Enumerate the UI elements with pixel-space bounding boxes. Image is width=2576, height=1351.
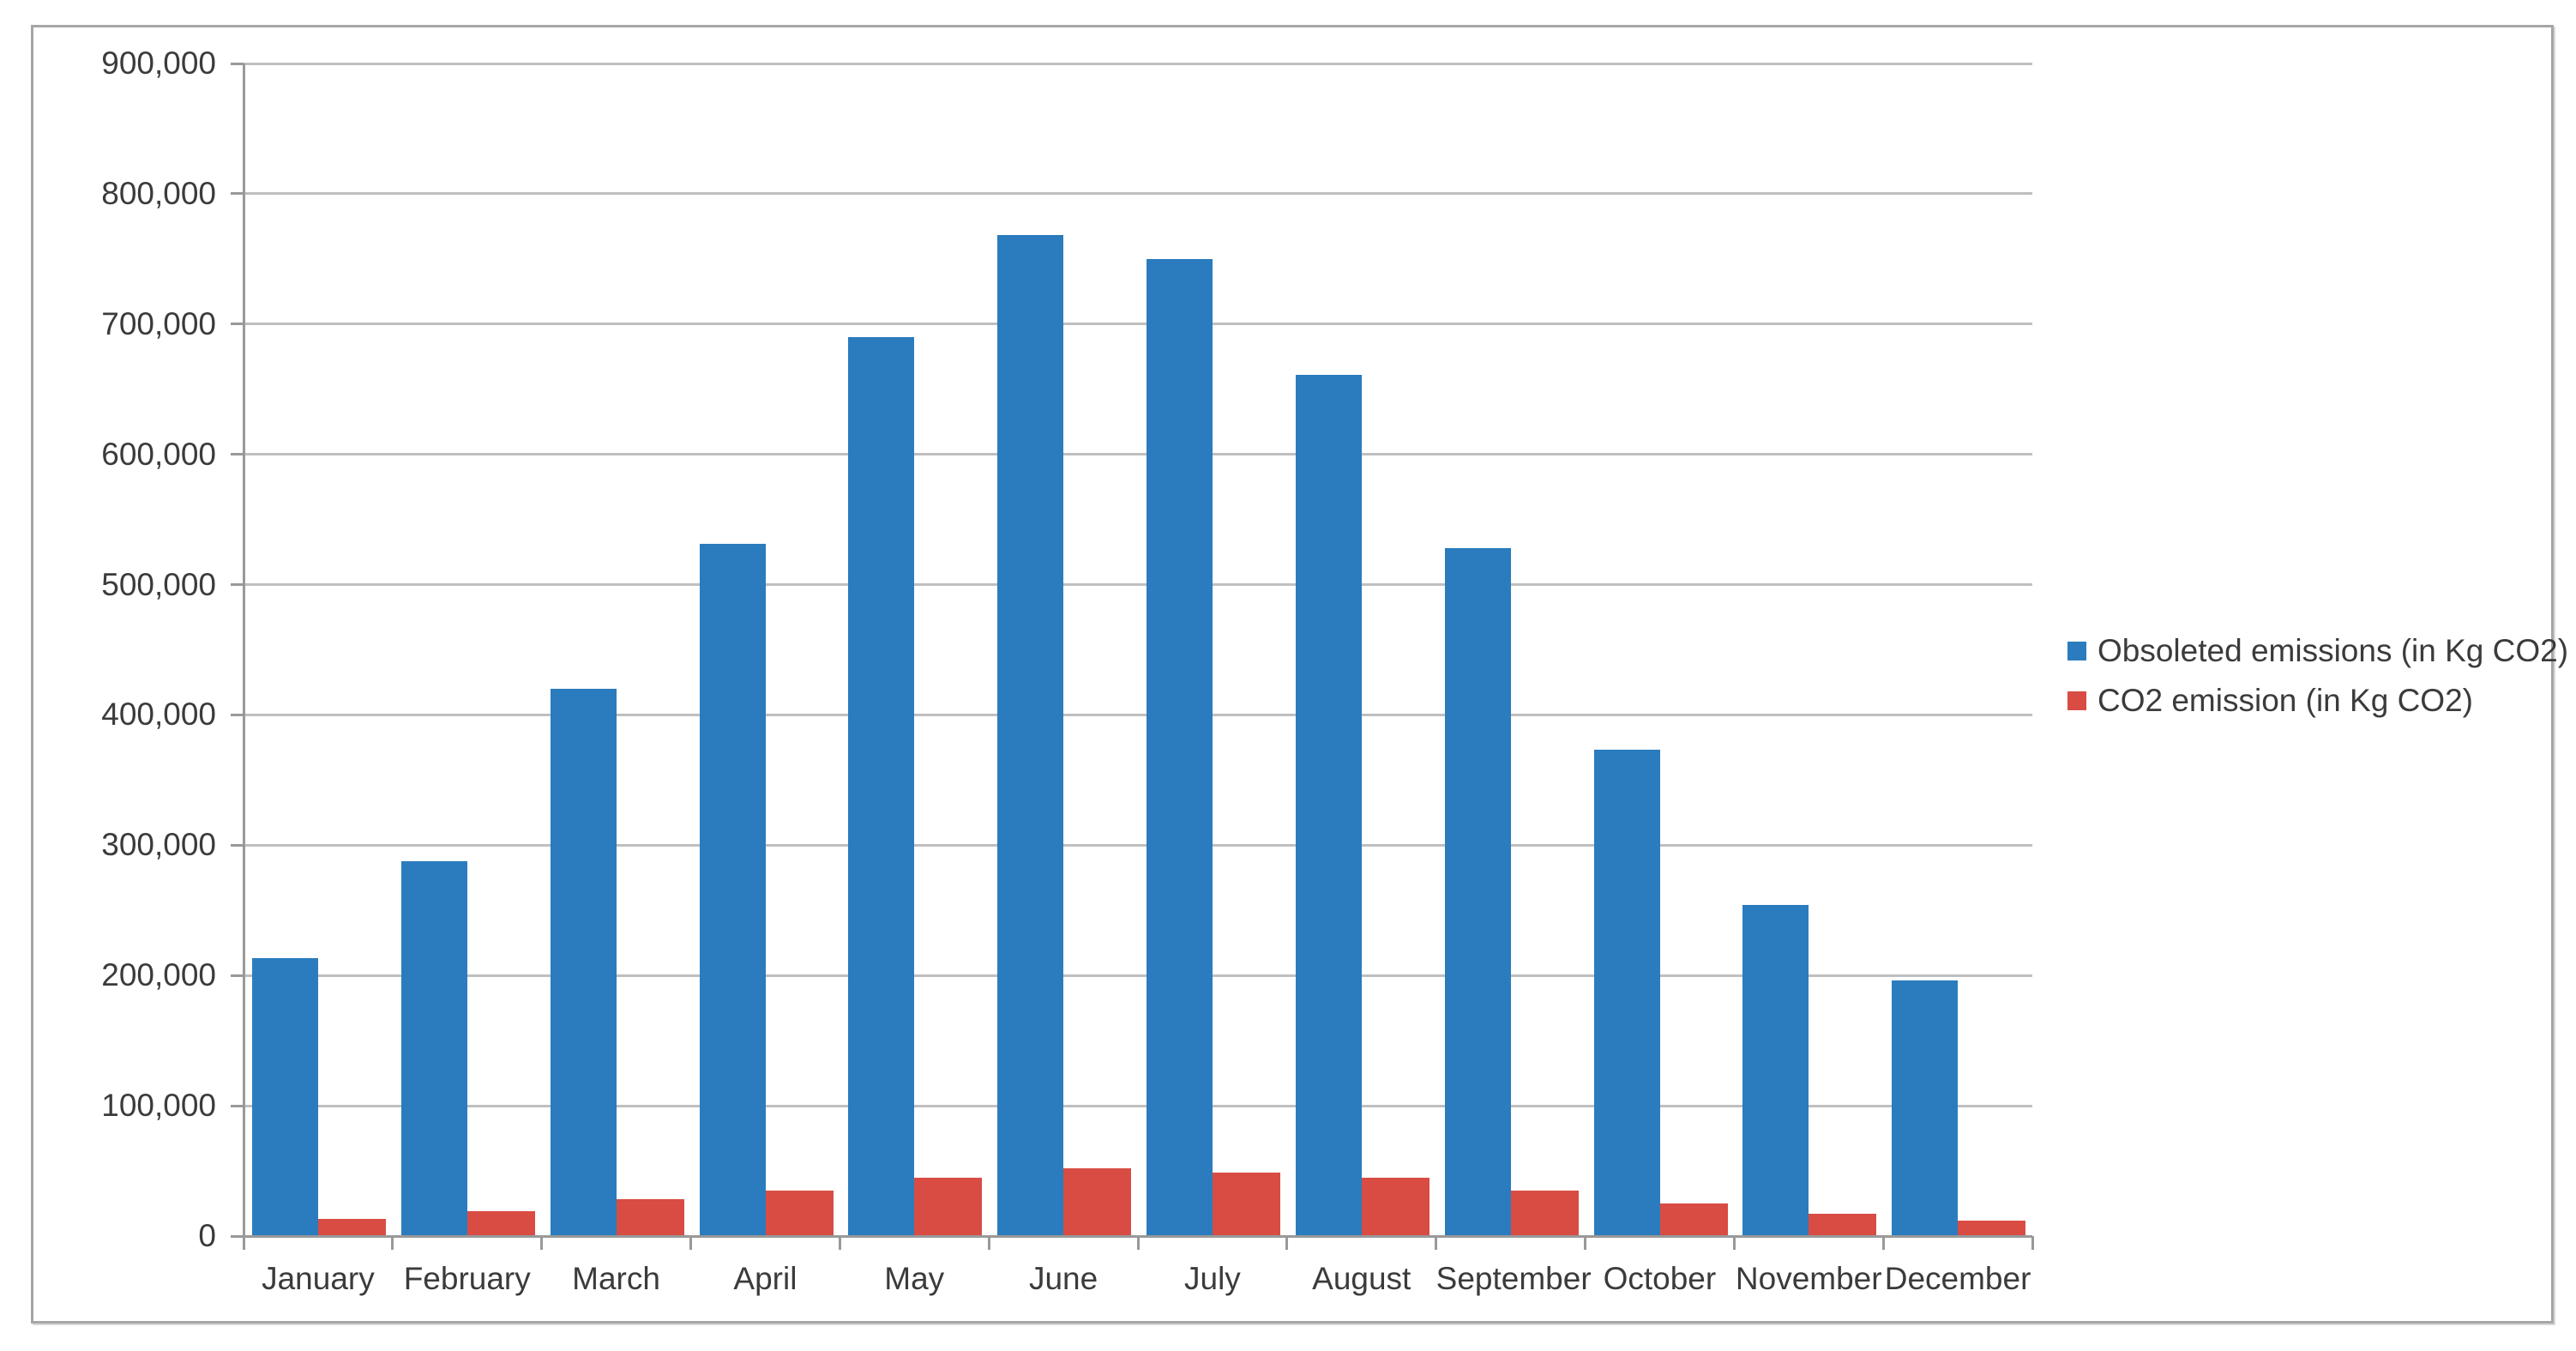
bar-co2-emission-january bbox=[318, 1219, 386, 1236]
x-axis-label-january: January bbox=[262, 1261, 375, 1296]
x-axis-label-march: March bbox=[572, 1261, 660, 1296]
x-axis-label-april: April bbox=[733, 1261, 797, 1296]
x-axis-label-december: December bbox=[1884, 1261, 2031, 1296]
bar-co2-emission-december bbox=[1958, 1220, 2026, 1236]
x-axis-tick bbox=[2031, 1236, 2034, 1250]
x-axis-label-february: February bbox=[403, 1261, 531, 1296]
y-tick-label-100000: 100,000 bbox=[101, 1088, 216, 1124]
bar-co2-emission-february bbox=[466, 1211, 535, 1236]
bar-co2-emission-august bbox=[1361, 1177, 1429, 1236]
gridline-400000 bbox=[244, 713, 2032, 716]
x-axis-tick bbox=[689, 1236, 692, 1250]
y-axis-tick-300000 bbox=[231, 843, 244, 847]
legend-label-co2-emission: CO2 emission (in Kg CO2) bbox=[2098, 683, 2473, 718]
y-axis-line bbox=[242, 63, 245, 1250]
y-tick-label-500000: 500,000 bbox=[101, 566, 216, 602]
bar-co2-emission-march bbox=[616, 1199, 684, 1236]
x-axis-line bbox=[244, 1234, 2032, 1238]
gridline-500000 bbox=[244, 583, 2032, 587]
bar-obsoleted-emissions-august bbox=[1295, 375, 1362, 1236]
x-axis-tick bbox=[1584, 1236, 1586, 1250]
gridline-100000 bbox=[244, 1104, 2032, 1107]
gridline-800000 bbox=[244, 192, 2032, 196]
x-axis-tick bbox=[838, 1236, 841, 1250]
bar-co2-emission-may bbox=[914, 1177, 983, 1236]
legend-item-obsoleted-emissions: Obsoleted emissions (in Kg CO2) bbox=[2067, 631, 2568, 671]
x-axis-label-july: July bbox=[1184, 1261, 1241, 1296]
y-axis-tick-200000 bbox=[231, 974, 244, 977]
x-axis-tick bbox=[1136, 1236, 1140, 1250]
y-axis-tick-600000 bbox=[231, 453, 244, 456]
gridline-200000 bbox=[244, 974, 2032, 977]
x-axis-label-november: November bbox=[1735, 1261, 1882, 1296]
y-tick-label-600000: 600,000 bbox=[101, 436, 216, 472]
bar-obsoleted-emissions-february bbox=[400, 860, 467, 1236]
x-axis-label-august: August bbox=[1312, 1261, 1411, 1296]
bar-obsoleted-emissions-april bbox=[699, 544, 766, 1236]
gridline-600000 bbox=[244, 453, 2032, 456]
bar-obsoleted-emissions-march bbox=[550, 689, 617, 1236]
bar-co2-emission-july bbox=[1213, 1172, 1280, 1236]
x-axis-tick bbox=[1881, 1236, 1885, 1250]
y-axis-tick-900000 bbox=[231, 62, 244, 65]
x-axis-label-september: September bbox=[1435, 1261, 1592, 1296]
x-axis-tick bbox=[391, 1236, 394, 1250]
x-axis-tick bbox=[1732, 1236, 1736, 1250]
y-axis-tick-100000 bbox=[231, 1104, 244, 1107]
y-tick-label-300000: 300,000 bbox=[101, 827, 216, 863]
x-axis-tick bbox=[987, 1236, 990, 1250]
legend-item-co2-emission: CO2 emission (in Kg CO2) bbox=[2067, 681, 2473, 721]
y-tick-label-800000: 800,000 bbox=[101, 175, 216, 211]
bar-co2-emission-june bbox=[1063, 1168, 1132, 1236]
x-axis-label-june: June bbox=[1028, 1261, 1098, 1296]
bar-obsoleted-emissions-may bbox=[848, 336, 915, 1236]
y-axis-tick-400000 bbox=[231, 713, 244, 716]
bar-obsoleted-emissions-december bbox=[1892, 980, 1959, 1236]
x-axis-label-may: May bbox=[884, 1261, 945, 1296]
y-tick-label-900000: 900,000 bbox=[101, 45, 216, 81]
y-tick-label-400000: 400,000 bbox=[101, 697, 216, 733]
y-tick-label-0: 0 bbox=[198, 1218, 216, 1253]
x-axis-tick bbox=[540, 1236, 544, 1250]
y-tick-label-200000: 200,000 bbox=[101, 957, 216, 993]
legend-swatch-icon-obsoleted-emissions bbox=[2067, 642, 2086, 660]
bar-obsoleted-emissions-july bbox=[1147, 258, 1213, 1236]
bar-co2-emission-september bbox=[1510, 1190, 1579, 1236]
bar-obsoleted-emissions-september bbox=[1444, 548, 1511, 1236]
y-axis-tick-500000 bbox=[231, 583, 244, 587]
gridline-900000 bbox=[244, 62, 2032, 65]
x-axis-tick bbox=[1435, 1236, 1438, 1250]
x-axis-label-october: October bbox=[1603, 1261, 1717, 1296]
legend-swatch-icon-co2-emission bbox=[2067, 691, 2086, 710]
bar-co2-emission-october bbox=[1659, 1203, 1728, 1236]
bar-obsoleted-emissions-january bbox=[252, 958, 318, 1236]
y-axis-tick-800000 bbox=[231, 192, 244, 196]
bar-co2-emission-november bbox=[1809, 1214, 1877, 1236]
gridline-700000 bbox=[244, 323, 2032, 326]
y-axis-tick-0 bbox=[231, 1234, 244, 1238]
chart-frame: 0 100,000 200,000 300,000 400,000 500,000 600,… bbox=[31, 25, 2568, 1324]
legend-label-obsoleted-emissions: Obsoleted emissions (in Kg CO2) bbox=[2098, 633, 2569, 668]
y-axis-tick-700000 bbox=[231, 323, 244, 326]
gridline-300000 bbox=[244, 843, 2032, 847]
y-tick-label-700000: 700,000 bbox=[101, 305, 216, 341]
bar-obsoleted-emissions-november bbox=[1742, 905, 1809, 1236]
bar-co2-emission-april bbox=[765, 1190, 834, 1236]
bar-obsoleted-emissions-june bbox=[997, 235, 1064, 1236]
x-axis-tick bbox=[1285, 1236, 1289, 1250]
bar-obsoleted-emissions-october bbox=[1593, 750, 1660, 1236]
